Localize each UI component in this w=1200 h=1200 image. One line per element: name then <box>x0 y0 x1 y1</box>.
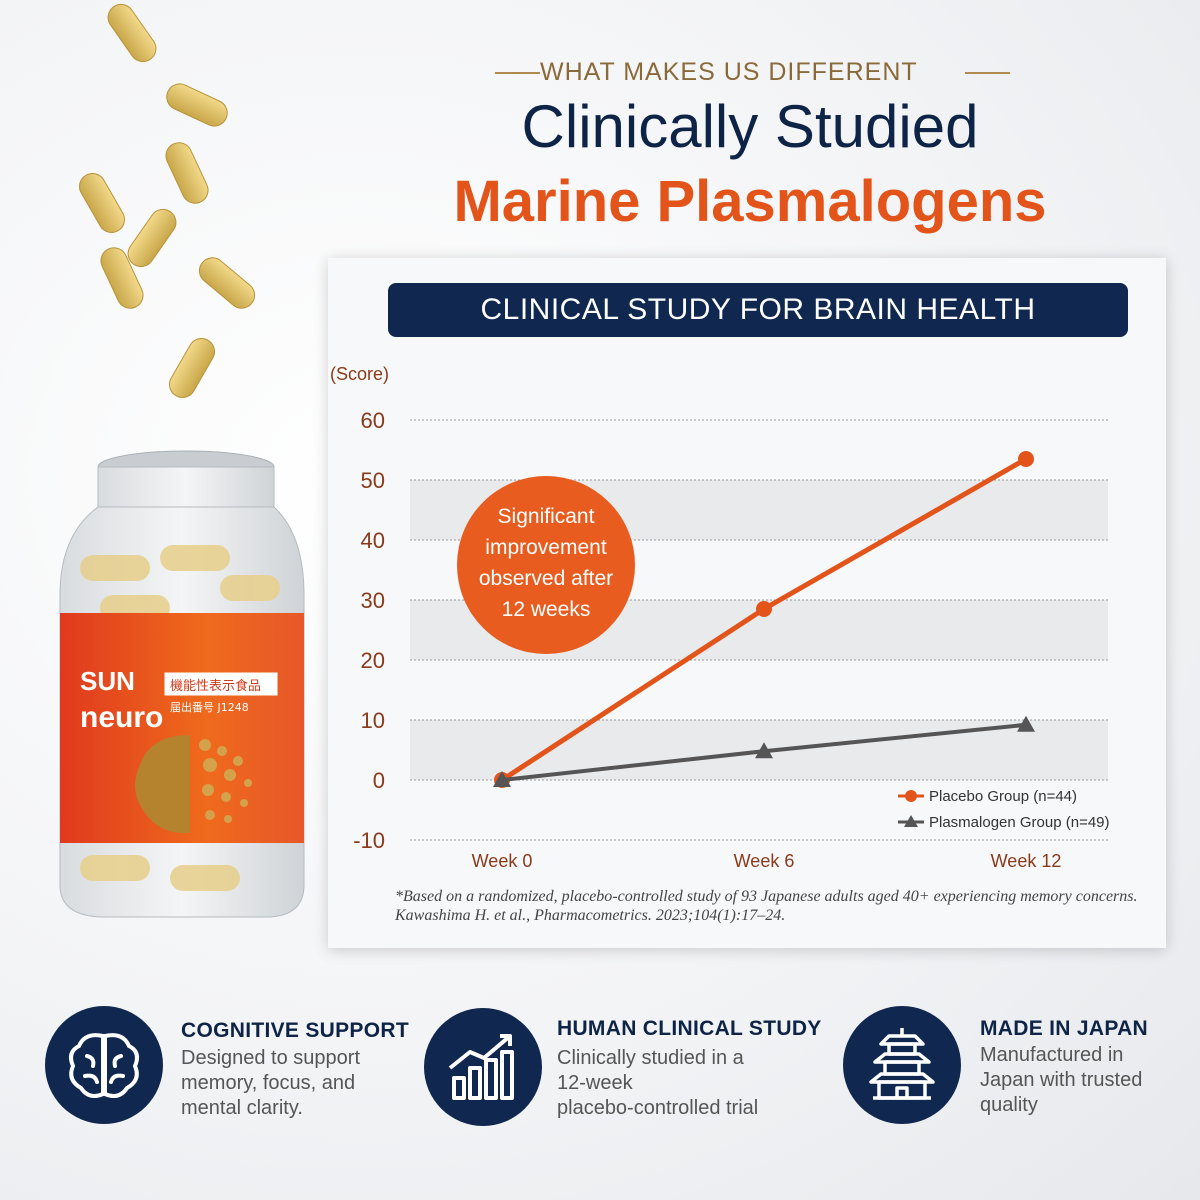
y-tick-label: 20 <box>361 648 385 673</box>
y-tick-label: 60 <box>361 408 385 433</box>
chart-title: CLINICAL STUDY FOR BRAIN HEALTH <box>388 283 1128 337</box>
capsule <box>79 173 125 233</box>
y-tick-label: 50 <box>361 468 385 493</box>
capsule <box>165 142 209 204</box>
capsule <box>169 338 215 398</box>
label-jp: 機能性表示食品 <box>170 678 261 694</box>
capsule <box>107 3 157 63</box>
y-tick-label: -10 <box>353 828 385 853</box>
feature-icon-3 <box>843 1006 961 1124</box>
data-point <box>493 771 511 787</box>
chart-footnote: *Based on a randomized, placebo-controll… <box>395 888 1138 924</box>
feature-title-3: MADE IN JAPAN <box>980 1017 1149 1040</box>
legend-marker <box>904 815 918 827</box>
legend-label: Plasmalogen Group (n=49) <box>929 814 1110 831</box>
feature-title-2: HUMAN CLINICAL STUDY <box>557 1017 822 1040</box>
annotation-bubble <box>457 476 635 654</box>
data-point <box>1018 451 1034 467</box>
data-point <box>755 742 773 759</box>
capsules-decoration <box>79 3 256 398</box>
x-tick-label: Week 6 <box>734 851 795 871</box>
feature-icon-1 <box>45 1006 163 1124</box>
data-point <box>1017 715 1035 732</box>
y-tick-label: 30 <box>361 588 385 613</box>
legend-marker <box>905 790 917 802</box>
product-bottle: SUN neuro 機能性表示食品 届出番号 J1248 <box>40 445 320 950</box>
title-line-1: Clinically Studied <box>521 93 979 160</box>
y-axis-label: (Score) <box>330 364 389 384</box>
feature-icon-2 <box>424 1008 542 1126</box>
capsule <box>127 208 177 268</box>
brand-line-1: SUN <box>80 666 135 696</box>
capsule <box>198 257 256 309</box>
legend-label: Placebo Group (n=44) <box>929 788 1077 805</box>
brain-graphic <box>135 735 252 834</box>
feature-desc-2: Clinically studied in a 12-week placebo-co… <box>557 1047 759 1119</box>
y-tick-label: 40 <box>361 528 385 553</box>
brand-line-2: neuro <box>80 701 163 734</box>
kicker-text: WHAT MAKES US DIFFERENT <box>540 58 918 86</box>
pagoda-icon <box>869 1028 935 1100</box>
capsule <box>100 247 144 309</box>
growth-chart-icon <box>448 1034 514 1100</box>
title-line-2: Marine Plasmalogens <box>453 169 1047 234</box>
feature-desc-3: Manufactured in Japan with trusted quality <box>980 1044 1143 1116</box>
brain-icon <box>69 1033 139 1098</box>
x-tick-label: Week 0 <box>472 851 533 871</box>
y-tick-label: 10 <box>361 708 385 733</box>
feature-title-1: COGNITIVE SUPPORT <box>181 1019 409 1042</box>
capsule <box>166 83 228 127</box>
line-chart: 60 50 40 30 20 10 0 -10 (Score) Week 0 Week 6 Week … <box>330 364 1110 871</box>
y-tick-label: 0 <box>373 768 385 793</box>
annotation-text: Significant improvement observed after 12 w… <box>479 505 613 621</box>
label-reg: 届出番号 J1248 <box>170 700 249 714</box>
data-point <box>756 601 772 617</box>
x-tick-label: Week 12 <box>991 851 1062 871</box>
feature-desc-1: Designed to support memory, focus, and men… <box>181 1047 361 1119</box>
